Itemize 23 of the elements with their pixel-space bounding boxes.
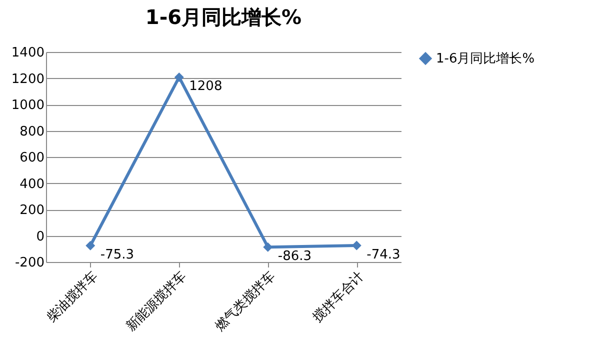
y-tick-label: 200 — [20, 203, 44, 218]
y-tick-label: 1200 — [11, 72, 44, 87]
y-tick-label: 0 — [36, 229, 44, 244]
x-tick-label: 柴油搅拌车 — [44, 268, 101, 326]
y-tick-label: 400 — [20, 176, 44, 192]
y-tick-label: -200 — [14, 256, 44, 270]
point — [174, 72, 184, 82]
legend-label: 1-6月同比增长% — [436, 52, 535, 66]
data-label: -86.3 — [278, 249, 312, 264]
data-label: -75.3 — [100, 248, 134, 263]
point — [86, 240, 96, 250]
x-tick-label: 搅拌车合计 — [310, 268, 368, 326]
point — [352, 240, 362, 250]
y-tick-label: 600 — [20, 150, 44, 166]
chart-title: 1-6月同比增长% — [145, 5, 302, 29]
y-tick-label: 800 — [20, 124, 44, 140]
data-label: 1208 — [189, 79, 222, 94]
x-tick-label: 新能源搅拌车 — [124, 268, 190, 335]
y-tick-label: 1400 — [11, 46, 44, 60]
x-tick-label: 燃气类搅拌车 — [212, 268, 278, 335]
y-tick-label: 1000 — [11, 98, 44, 113]
data-label: -74.3 — [366, 248, 400, 262]
point — [263, 242, 273, 252]
